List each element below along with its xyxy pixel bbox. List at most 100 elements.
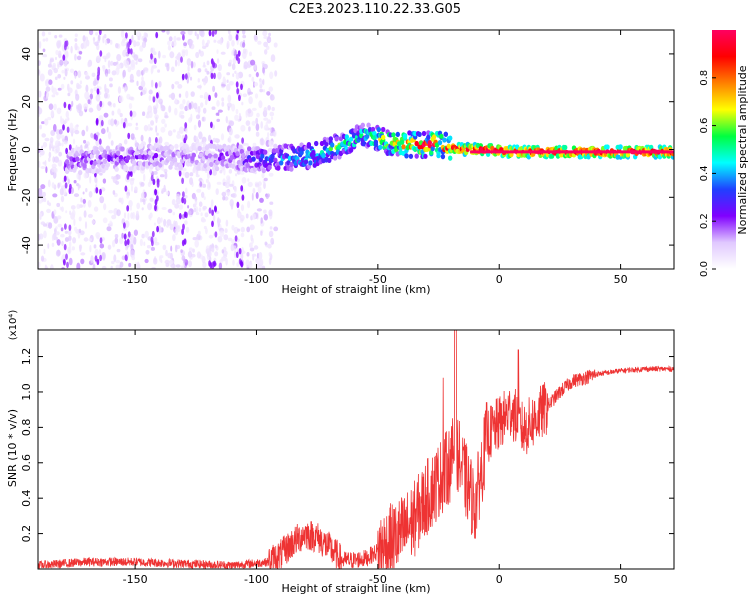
- spectrogram-noise-point: [166, 219, 172, 226]
- spectrogram-noise-point: [105, 53, 109, 60]
- spectrogram-noise-point: [104, 92, 108, 99]
- spectrogram-noise-point: [74, 124, 79, 132]
- spectrogram-noise-point: [58, 34, 63, 38]
- spectrogram-noise-point: [259, 79, 263, 86]
- spectrogram-noise-point: [40, 166, 46, 169]
- spectrogram-streak-point: [95, 187, 99, 194]
- spectrogram-noise-point: [41, 31, 46, 37]
- spectrogram-noise-point: [216, 49, 219, 54]
- spectrogram-noise-point: [164, 115, 169, 119]
- spectrogram-ridge-point: [394, 147, 399, 153]
- spectrogram-noise-point: [74, 130, 80, 135]
- spectrogram-noise-point: [136, 80, 139, 86]
- spectrogram-streak-point: [63, 175, 67, 182]
- spectrogram-noise-point: [271, 96, 275, 101]
- spectrogram-noise-point: [203, 196, 206, 201]
- spectrogram-ridge-point: [120, 146, 125, 152]
- spectrogram-noise-point: [140, 134, 144, 142]
- spectrogram-noise-point: [139, 33, 142, 38]
- spectrogram-ridge-point: [366, 122, 371, 128]
- spectrogram-noise-point: [107, 101, 112, 106]
- spectrogram-ridge-point: [197, 145, 202, 152]
- spectrogram-noise-point: [153, 222, 157, 226]
- spectrogram-noise-point: [131, 110, 137, 118]
- spectrogram-noise-point: [167, 45, 171, 51]
- spectrogram-noise-point: [245, 259, 250, 268]
- spectrogram-streak-point: [63, 101, 67, 109]
- spectrogram-ridge-point: [209, 161, 214, 167]
- spectrogram-noise-point: [70, 80, 74, 85]
- spectrogram-noise-point: [48, 157, 51, 162]
- spectrogram-noise-point: [149, 197, 154, 202]
- spectrogram-streak-point: [62, 124, 65, 131]
- spectrogram-noise-point: [180, 265, 184, 269]
- spectrogram-noise-point: [92, 263, 96, 269]
- spectrogram-noise-point: [87, 146, 90, 152]
- spectrogram-noise-point: [263, 41, 268, 48]
- spectrogram-noise-point: [50, 109, 54, 117]
- spectrogram-y-tick-label: -20: [20, 188, 33, 206]
- spectrogram-ridge-point: [115, 150, 121, 156]
- spectrogram-noise-point: [266, 91, 271, 96]
- spectrogram-noise-point: [72, 237, 77, 244]
- spectrogram-noise-point: [119, 237, 124, 245]
- spectrogram-noise-point: [125, 121, 129, 128]
- spectrogram-noise-point: [74, 38, 78, 42]
- spectrogram-noise-point: [141, 40, 147, 49]
- spectrogram-noise-point: [64, 118, 68, 124]
- spectrogram-noise-point: [108, 68, 111, 74]
- spectrogram-noise-point: [45, 37, 49, 42]
- spectrogram-noise-point: [187, 251, 193, 258]
- spectrogram-noise-point: [197, 119, 202, 128]
- spectrogram-noise-point: [67, 178, 70, 185]
- spectrogram-streak-point: [63, 243, 67, 251]
- spectrogram-ridge-point: [365, 133, 370, 139]
- spectrogram-noise-point: [111, 110, 115, 116]
- spectrogram-noise-point: [193, 124, 197, 131]
- spectrogram-streak-point: [65, 253, 68, 260]
- spectrogram-noise-point: [199, 30, 204, 37]
- spectrogram-noise-point: [160, 126, 166, 133]
- spectrogram-ridge-point: [289, 166, 294, 172]
- spectrogram-streak-point: [151, 239, 154, 247]
- spectrogram-ridge-point: [276, 165, 281, 171]
- spectrogram-ridge-point: [260, 153, 265, 159]
- spectrogram-noise-point: [216, 181, 222, 185]
- spectrogram-noise-point: [228, 136, 232, 143]
- spectrogram-noise-point: [67, 92, 71, 97]
- spectrogram-noise-point: [109, 83, 113, 88]
- spectrogram-noise-point: [55, 226, 58, 230]
- spectrogram-noise-point: [129, 73, 134, 82]
- spectrogram-ridge-point: [198, 152, 204, 158]
- spectrogram-noise-point: [76, 203, 81, 209]
- spectrogram-noise-point: [75, 93, 80, 102]
- spectrogram-noise-point: [80, 197, 83, 203]
- spectrogram-streak-point: [66, 126, 70, 133]
- spectrogram-noise-point: [201, 136, 207, 143]
- spectrogram-ridge-point: [404, 153, 409, 159]
- spectrogram-noise-point: [149, 59, 154, 64]
- spectrogram-noise-point: [60, 195, 65, 203]
- spectrogram-noise-point: [109, 220, 112, 226]
- spectrogram-noise-point: [128, 262, 132, 268]
- spectrogram-noise-point: [112, 61, 117, 66]
- spectrogram-noise-point: [144, 230, 149, 238]
- spectrogram-noise-point: [43, 230, 47, 239]
- spectrogram-noise-point: [104, 57, 107, 63]
- spectrogram-noise-point: [231, 40, 235, 47]
- spectrogram-noise-point: [153, 237, 158, 244]
- spectrogram-noise-point: [223, 167, 226, 176]
- spectrogram-noise-point: [45, 166, 48, 174]
- snr-frame: [37, 329, 675, 570]
- spectrogram-ridge-point: [105, 162, 111, 168]
- spectrogram-noise-point: [149, 127, 153, 131]
- spectrogram-ridge-point: [273, 157, 278, 163]
- spectrogram-streak-point: [182, 34, 185, 41]
- spectrogram-noise-point: [43, 248, 46, 255]
- spectrogram-noise-point: [161, 207, 167, 210]
- spectrogram-noise-point: [50, 130, 56, 136]
- spectrogram-noise-point: [112, 103, 116, 108]
- spectrogram-noise-point: [53, 209, 57, 215]
- spectrogram-noise-point: [52, 62, 56, 68]
- spectrogram-noise-point: [111, 214, 117, 220]
